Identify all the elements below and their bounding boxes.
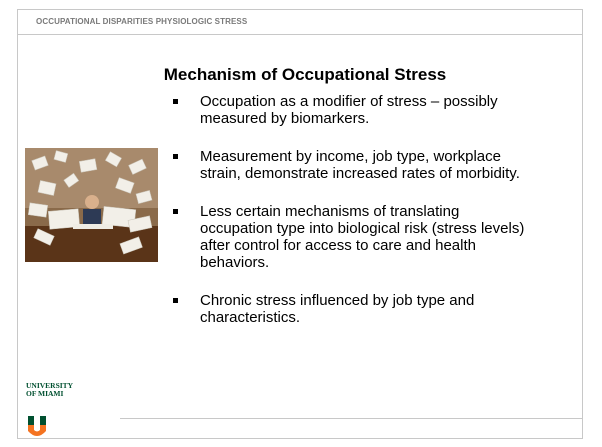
slide-frame [17, 9, 583, 439]
u-logo [28, 416, 46, 436]
stress-photo [25, 148, 158, 262]
bullet: Measurement by income, job type, workpla… [172, 148, 535, 182]
bullet: Chronic stress influenced by job type an… [172, 292, 535, 326]
slide-title: Mechanism of Occupational Stress [163, 65, 447, 84]
logo-line: UNIVERSITY [26, 381, 74, 390]
bullet-list: Occupation as a modifier of stress – pos… [172, 93, 552, 347]
footer-rule [120, 418, 583, 419]
header-title: OCCUPATIONAL DISPARITIES PHYSIOLOGIC STR… [36, 17, 248, 26]
bullet: Occupation as a modifier of stress – pos… [172, 93, 535, 127]
logo-line: OF MIAMI [26, 389, 64, 398]
bullet: Less certain mechanisms of translating o… [172, 203, 535, 271]
header-rule [17, 34, 583, 35]
university-logo-text: UNIVERSITY OF MIAMI [26, 382, 73, 398]
